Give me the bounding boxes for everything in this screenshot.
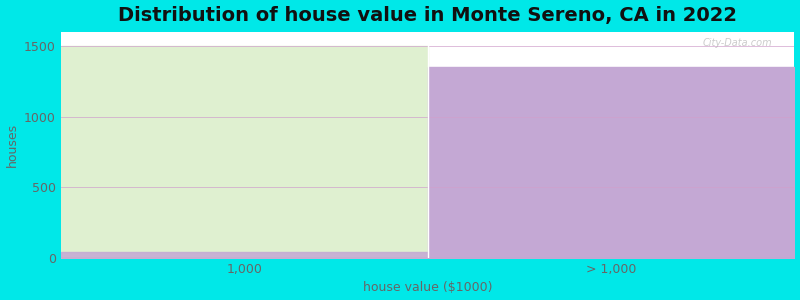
Title: Distribution of house value in Monte Sereno, CA in 2022: Distribution of house value in Monte Ser… [118,6,737,25]
X-axis label: house value ($1000): house value ($1000) [363,281,492,294]
Y-axis label: houses: houses [6,123,18,167]
Text: City-Data.com: City-Data.com [703,38,773,49]
